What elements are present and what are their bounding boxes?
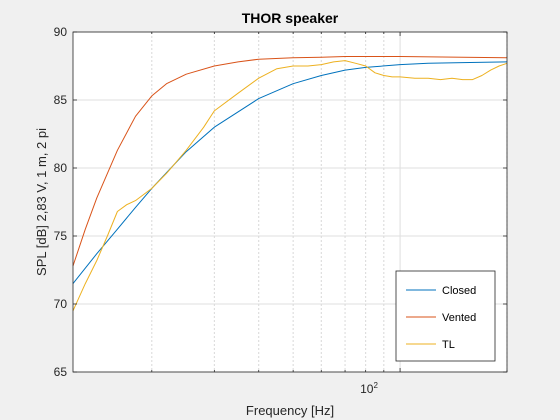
y-tick-label: 65 bbox=[54, 365, 68, 379]
legend-label-tl: TL bbox=[442, 339, 455, 351]
y-tick-label: 80 bbox=[54, 161, 68, 175]
legend: Closed Vented TL bbox=[395, 270, 496, 362]
axis-ticks: 65 70 75 80 85 90 bbox=[54, 25, 508, 379]
y-tick-label: 70 bbox=[54, 297, 68, 311]
y-axis-label: SPL [dB] 2,83 V, 1 m, 2 pi bbox=[34, 128, 49, 276]
y-tick-label: 90 bbox=[54, 25, 68, 39]
plot-frame bbox=[72, 31, 508, 373]
x-axis-label: Frequency [Hz] bbox=[246, 403, 334, 418]
legend-label-vented: Vented bbox=[442, 312, 476, 324]
legend-box bbox=[395, 270, 496, 362]
y-tick-label: 85 bbox=[54, 93, 68, 107]
series-line-closed bbox=[72, 61, 508, 284]
series-lines bbox=[72, 56, 508, 312]
series-line-vented bbox=[72, 56, 508, 267]
series-line-tl bbox=[72, 60, 508, 312]
chart-title: THOR speaker bbox=[242, 10, 339, 26]
x-tick-label-100: 102 bbox=[360, 381, 378, 396]
y-tick-label: 75 bbox=[54, 229, 68, 243]
legend-label-closed: Closed bbox=[442, 285, 476, 297]
